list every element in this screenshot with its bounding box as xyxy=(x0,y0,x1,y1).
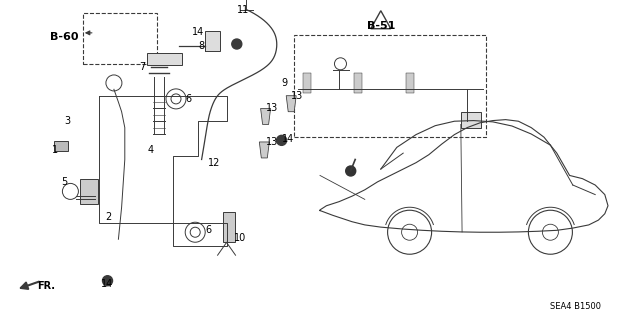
Circle shape xyxy=(276,135,287,145)
Text: 13: 13 xyxy=(266,137,278,147)
Text: 6: 6 xyxy=(186,94,192,104)
Text: 6: 6 xyxy=(205,225,211,235)
Text: 10: 10 xyxy=(234,233,246,243)
Bar xyxy=(406,72,413,93)
Text: 13: 13 xyxy=(291,91,303,101)
Text: 1: 1 xyxy=(51,145,58,155)
Text: SEA4 B1500: SEA4 B1500 xyxy=(550,302,602,311)
Text: 9: 9 xyxy=(282,78,288,88)
Text: 5: 5 xyxy=(61,177,67,187)
Polygon shape xyxy=(371,11,391,29)
Text: 4: 4 xyxy=(147,145,154,155)
Text: 13: 13 xyxy=(266,103,278,114)
Bar xyxy=(54,141,68,151)
Bar xyxy=(83,13,157,64)
Text: B-60: B-60 xyxy=(50,32,79,42)
Text: 7: 7 xyxy=(140,62,146,72)
Text: 14: 14 xyxy=(282,134,294,144)
Bar xyxy=(461,112,481,128)
Text: 14: 14 xyxy=(192,27,205,37)
Bar xyxy=(303,72,311,93)
Bar xyxy=(80,179,98,204)
Text: 12: 12 xyxy=(208,158,220,168)
Text: 14: 14 xyxy=(101,279,114,289)
Text: 2: 2 xyxy=(106,212,112,222)
Text: 11: 11 xyxy=(237,4,250,15)
Bar xyxy=(147,53,182,65)
Circle shape xyxy=(232,39,242,49)
Circle shape xyxy=(102,276,113,286)
Bar xyxy=(294,35,486,137)
Polygon shape xyxy=(260,108,271,124)
Text: 8: 8 xyxy=(198,41,205,51)
Bar xyxy=(355,72,362,93)
Bar xyxy=(223,212,235,242)
Circle shape xyxy=(346,166,356,176)
Bar xyxy=(205,31,220,51)
Polygon shape xyxy=(259,142,269,158)
Text: 3: 3 xyxy=(64,116,70,126)
Polygon shape xyxy=(286,96,296,112)
Text: FR.: FR. xyxy=(37,280,55,291)
Text: B-51: B-51 xyxy=(367,20,395,31)
